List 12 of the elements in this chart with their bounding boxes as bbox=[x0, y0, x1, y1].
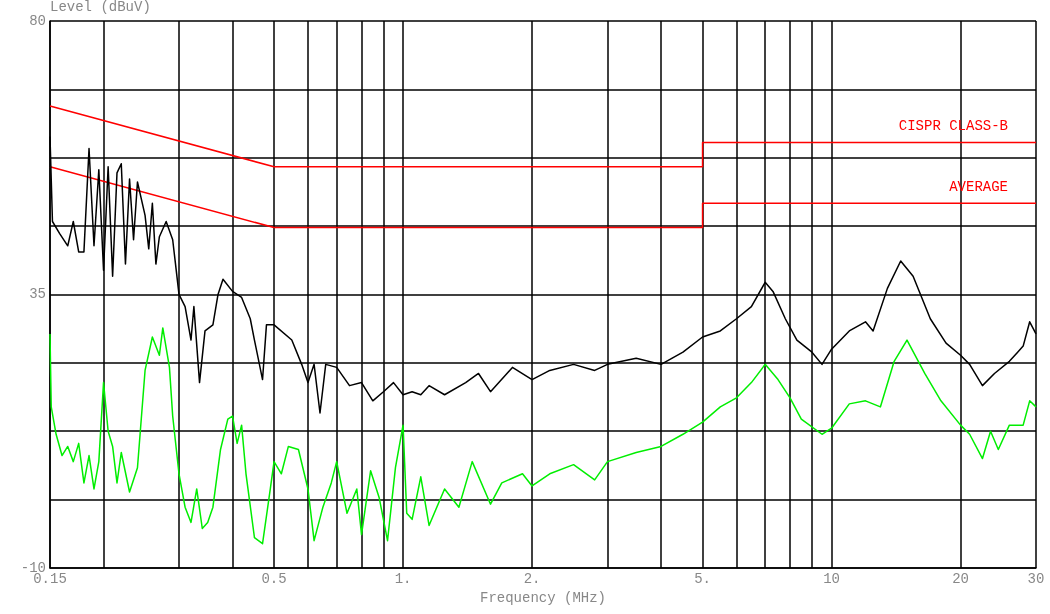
y-tick-label: 35 bbox=[29, 286, 46, 303]
x-tick-label: 20 bbox=[952, 571, 969, 587]
x-tick-label: 0.5 bbox=[261, 571, 287, 587]
x-tick-label: 1. bbox=[394, 571, 412, 587]
y-tick-label: 80 bbox=[29, 12, 46, 29]
x-tick-label: 0.15 bbox=[33, 571, 67, 587]
x-tick-label: 30 bbox=[1027, 571, 1045, 587]
x-tick-label: 2. bbox=[523, 571, 541, 587]
x-axis-title: Frequency (MHz) bbox=[479, 589, 607, 606]
x-tick-label: 5. bbox=[694, 571, 711, 587]
y-axis-title: Level (dBuV) bbox=[50, 0, 151, 15]
x-tick-label: 10 bbox=[823, 571, 840, 587]
